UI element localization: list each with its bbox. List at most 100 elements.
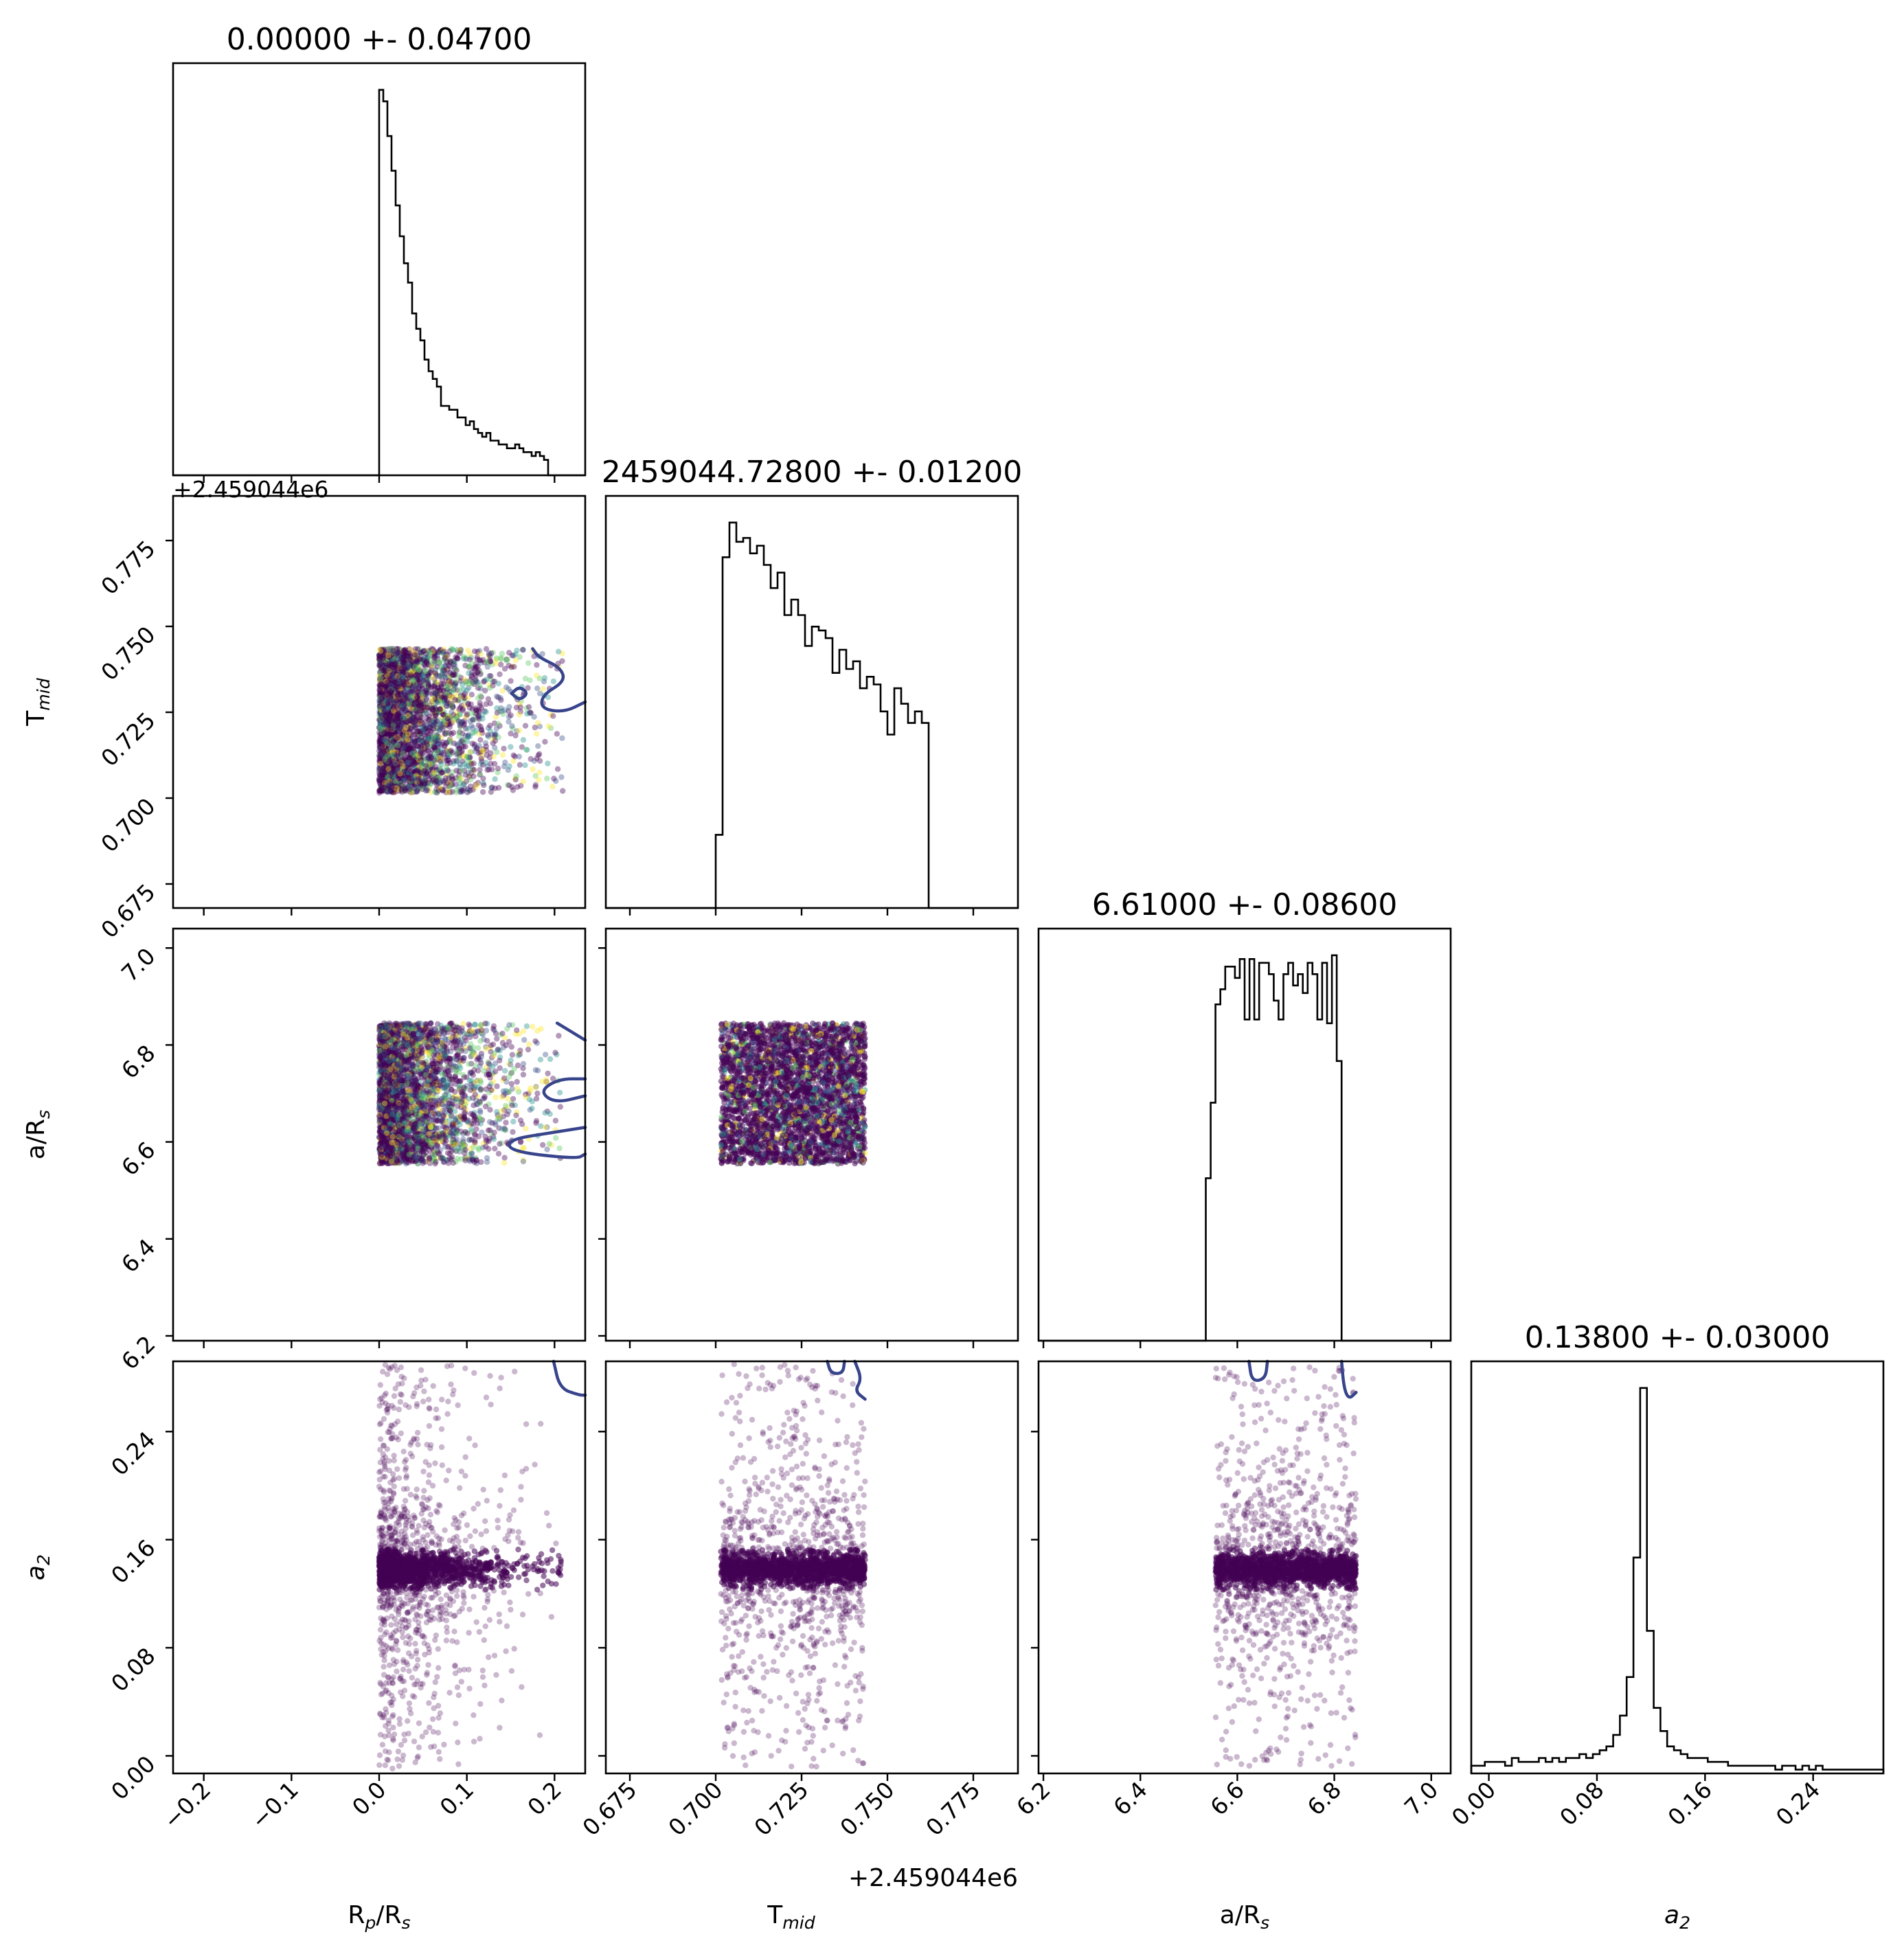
scatter-point	[479, 788, 486, 795]
scatter-point	[534, 685, 541, 692]
scatter-point	[388, 745, 395, 751]
scatter-point	[471, 773, 477, 780]
scatter-point	[545, 723, 552, 729]
scatter-point	[464, 754, 471, 760]
scatter-point	[438, 761, 444, 767]
scatter-point	[411, 739, 418, 745]
scatter-point	[391, 740, 397, 746]
scatter-point	[380, 716, 386, 722]
scatter-point	[420, 701, 427, 707]
scatter-point	[438, 724, 444, 730]
scatter-point	[464, 687, 470, 694]
scatter-point	[506, 650, 512, 656]
scatter-point	[495, 720, 501, 727]
scatter-tmid-vs-rp	[376, 646, 566, 796]
scatter-point	[408, 776, 415, 782]
scatter-point	[531, 714, 537, 720]
scatter-point	[444, 716, 451, 722]
scatter-point	[377, 787, 383, 794]
scatter-point	[487, 723, 493, 729]
scatter-point	[382, 745, 388, 751]
scatter-point	[383, 730, 389, 736]
scatter-point	[535, 743, 541, 749]
scatter-point	[438, 747, 444, 753]
scatter-point	[440, 769, 446, 776]
scatter-point	[488, 750, 494, 756]
scatter-point	[527, 710, 533, 716]
scatter-point	[517, 762, 523, 768]
scatter-point	[413, 696, 420, 702]
scatter-point	[433, 1159, 439, 1165]
scatter-point	[510, 752, 517, 758]
scatter-point	[389, 738, 396, 745]
scatter-point	[475, 713, 482, 719]
scatter-point	[410, 745, 416, 751]
scatter-point	[509, 723, 515, 729]
scatter-point	[414, 694, 420, 701]
scatter-point	[398, 760, 405, 767]
scatter-point	[508, 730, 514, 737]
scatter-point	[417, 738, 424, 745]
scatter-point	[379, 741, 385, 748]
scatter-point	[523, 1126, 529, 1132]
scatter-point	[424, 723, 431, 729]
scatter-point	[525, 660, 532, 666]
scatter-point	[398, 782, 405, 788]
scatter-point	[454, 758, 460, 765]
scatter-point	[438, 758, 444, 764]
scatter-point	[458, 786, 464, 793]
scatter-point	[438, 751, 445, 758]
scatter-point	[423, 725, 429, 731]
scatter-point	[378, 788, 385, 794]
scatter-point	[418, 770, 425, 776]
scatter-point	[503, 1120, 509, 1126]
scatter-point	[429, 675, 436, 681]
scatter-point	[525, 1046, 532, 1053]
scatter-point	[418, 691, 425, 697]
scatter-point	[409, 663, 416, 670]
scatter-point	[502, 1126, 508, 1133]
scatter-point	[425, 755, 431, 761]
scatter-point	[377, 675, 384, 681]
scatter-point	[442, 675, 449, 681]
scatter-point	[402, 666, 408, 672]
scatter-point	[490, 1136, 497, 1142]
scatter-point	[536, 769, 543, 775]
scatter-point	[517, 1139, 524, 1146]
scatter-point	[392, 730, 398, 736]
scatter-point	[436, 740, 443, 747]
scatter-point	[385, 652, 392, 659]
scatter-point	[431, 655, 438, 661]
scatter-point	[424, 736, 431, 742]
scatter-point	[449, 773, 455, 780]
scatter-point	[536, 758, 543, 764]
scatter-point	[439, 666, 446, 673]
scatter-point	[457, 720, 463, 727]
scatter-point	[396, 734, 403, 741]
scatter-point	[530, 1023, 536, 1030]
scatter-point	[501, 745, 507, 752]
scatter-point	[528, 756, 534, 762]
scatter-point	[554, 766, 561, 772]
scatter-point	[468, 674, 475, 681]
scatter-point	[385, 683, 392, 690]
scatter-point	[485, 696, 492, 702]
scatter-point	[424, 704, 430, 711]
scatter-point	[509, 1052, 516, 1058]
scatter-point	[466, 670, 472, 677]
scatter-point	[384, 685, 391, 692]
scatter-point	[475, 669, 481, 675]
scatter-point	[460, 655, 467, 661]
scatter-point	[447, 659, 454, 666]
scatter-point	[485, 732, 491, 738]
scatter-point	[435, 780, 442, 787]
scatter-point	[443, 703, 449, 709]
scatter-points-layer	[376, 646, 1359, 1772]
scatter-point	[506, 1022, 512, 1028]
scatter-point	[390, 648, 396, 654]
scatter-point	[414, 657, 420, 663]
scatter-point	[530, 766, 536, 773]
scatter-point	[392, 788, 398, 795]
scatter-point	[385, 766, 392, 772]
